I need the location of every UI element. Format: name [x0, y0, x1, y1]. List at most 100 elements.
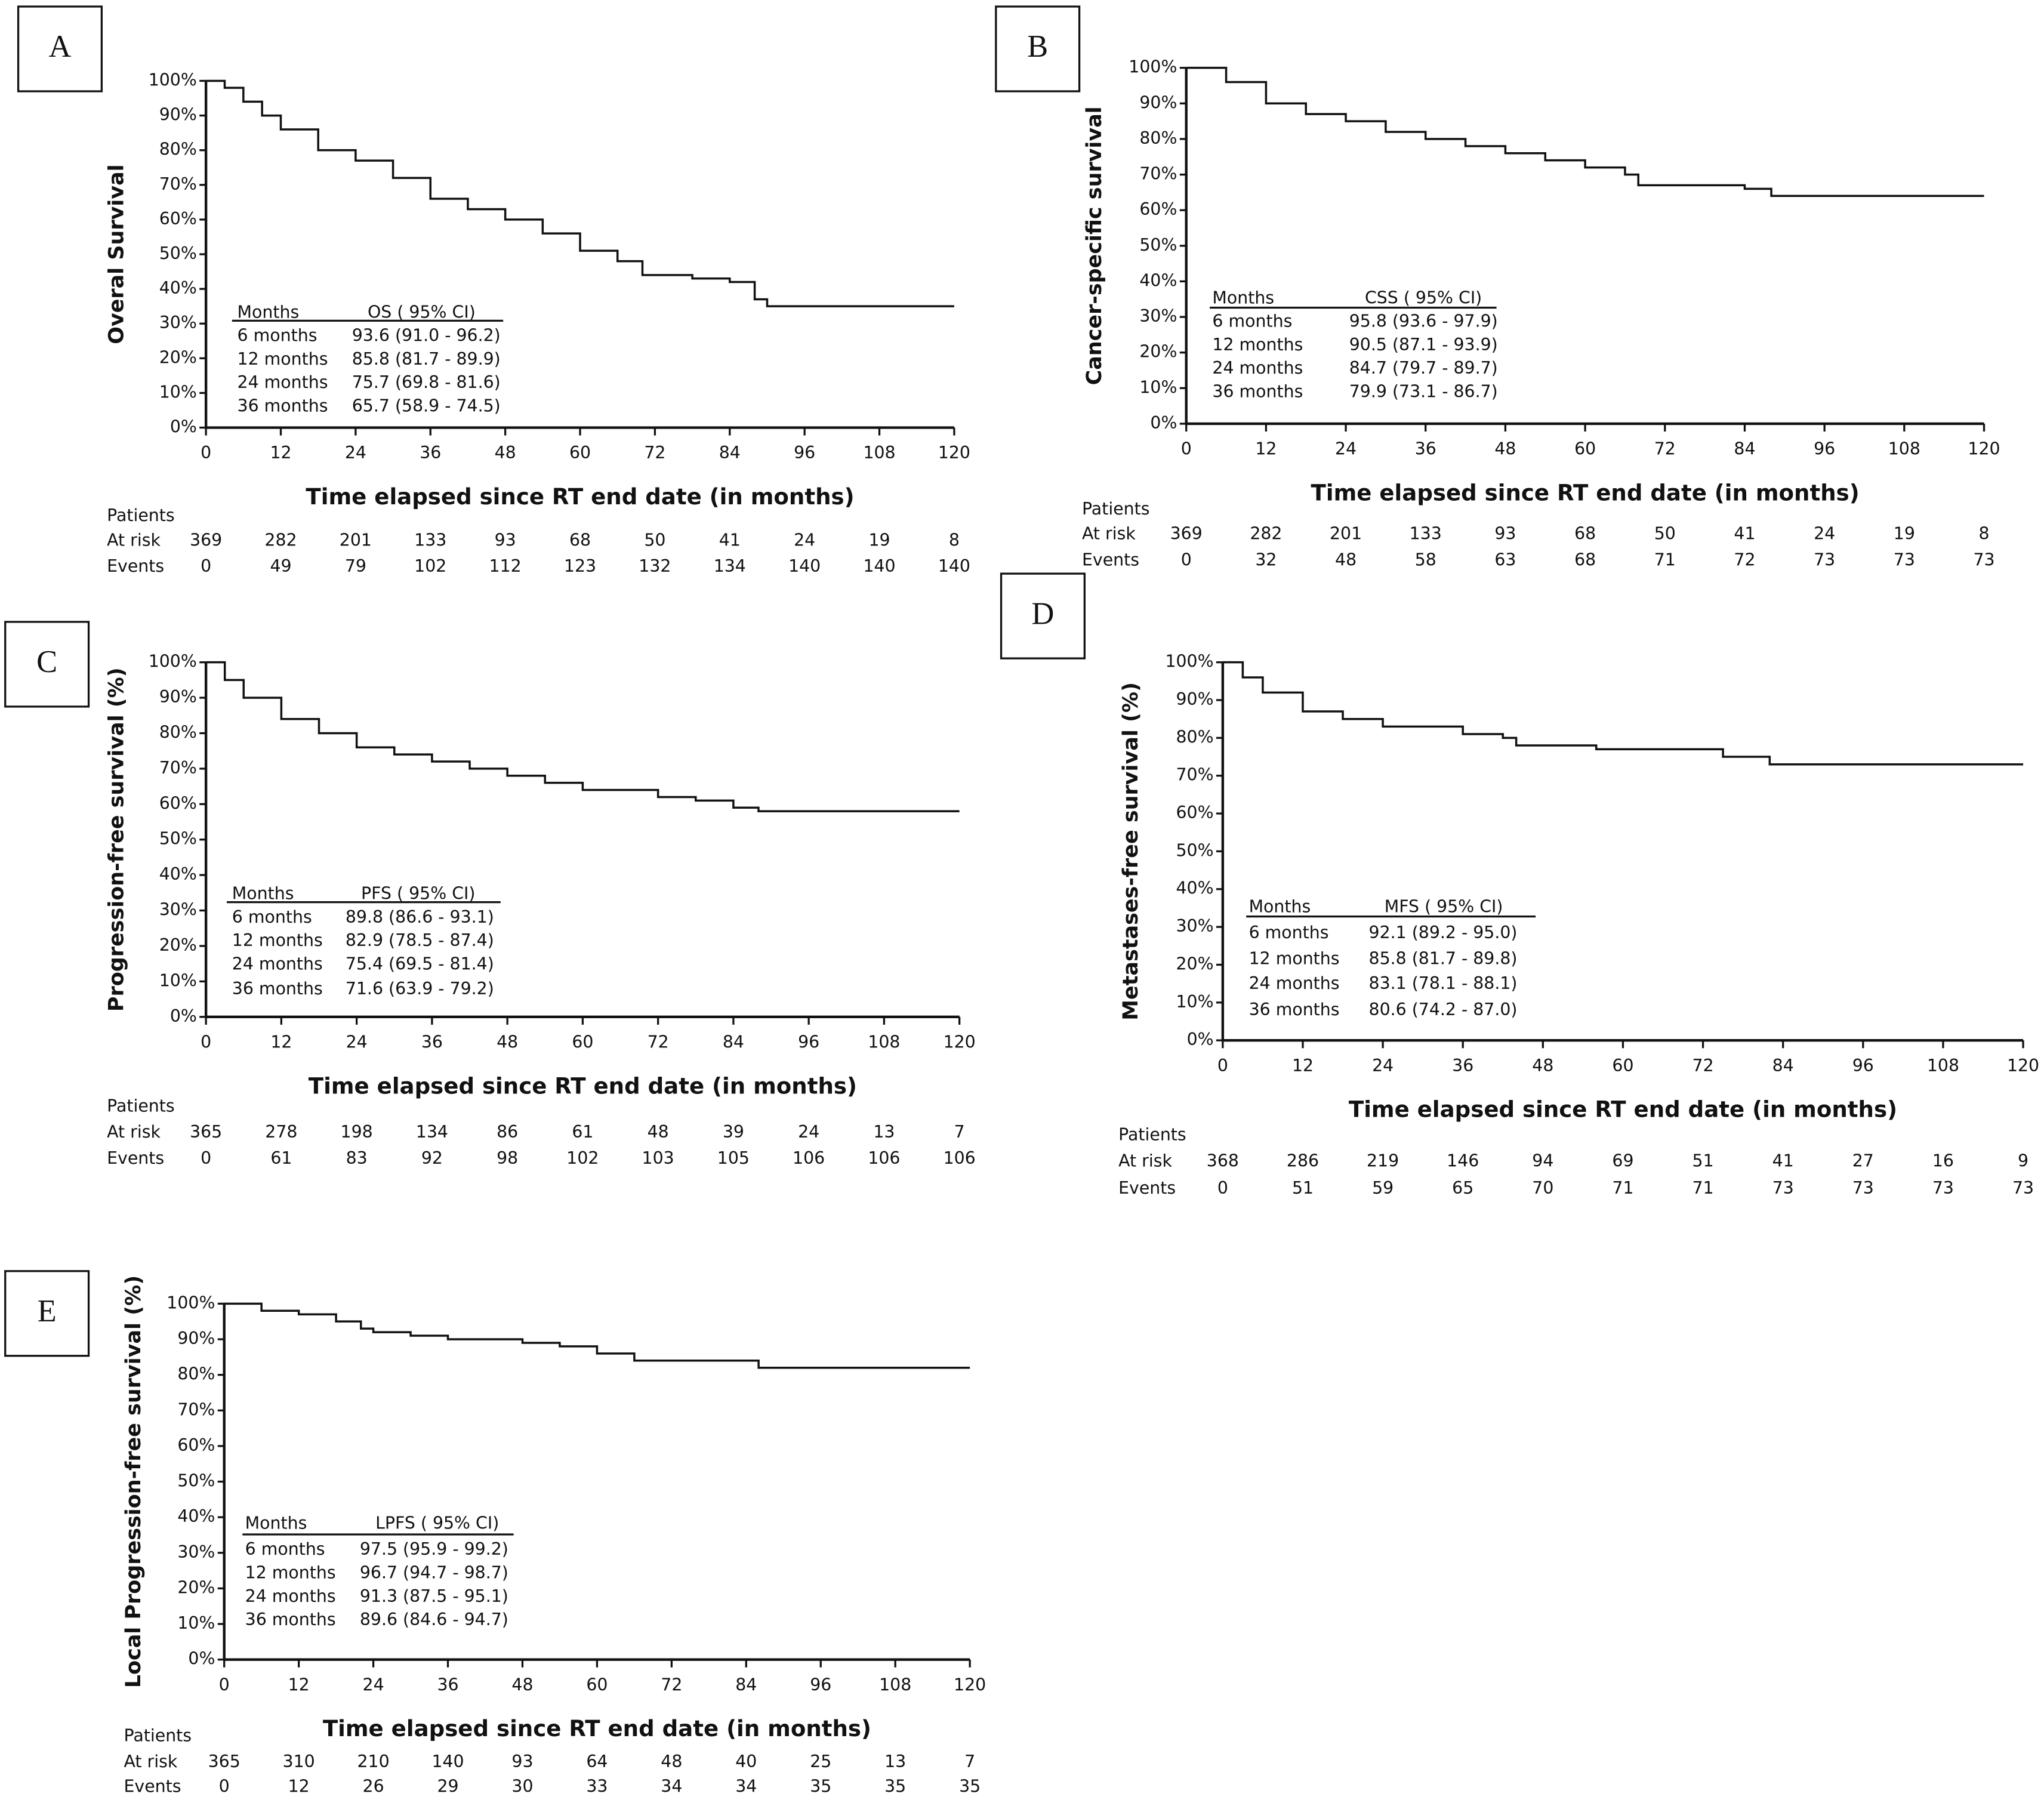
x-tick-label: 96: [794, 443, 815, 463]
summary-value: 85.8 (81.7 - 89.9): [352, 349, 501, 369]
y-axis-label: Overal Survival: [105, 164, 129, 344]
x-tick-label: 120: [954, 1675, 986, 1694]
x-tick-label: 108: [868, 1032, 900, 1052]
risk-value: 278: [265, 1122, 297, 1142]
y-tick-label: 0%: [170, 1006, 197, 1026]
y-tick-label: 0%: [1187, 1030, 1214, 1049]
x-tick-label: 72: [648, 1032, 669, 1052]
risk-value: 102: [414, 556, 446, 576]
x-tick-label: 84: [1772, 1056, 1794, 1075]
y-tick-label: 80%: [177, 1364, 215, 1384]
panel-label: C: [36, 645, 57, 679]
risk-value: 35: [959, 1777, 981, 1796]
risk-value: 369: [1170, 524, 1203, 544]
summary-month: 12 months: [1249, 949, 1340, 969]
x-tick-label: 48: [511, 1675, 533, 1694]
summary-month: 6 months: [1212, 312, 1292, 331]
risk-value: 7: [954, 1122, 965, 1142]
summary-month: 12 months: [245, 1563, 336, 1583]
risk-value: 35: [810, 1777, 831, 1796]
risk-value: 26: [363, 1777, 384, 1796]
risk-value: 16: [1932, 1151, 1954, 1170]
x-tick-label: 96: [798, 1032, 819, 1052]
x-tick-label: 0: [219, 1675, 230, 1694]
risk-value: 24: [794, 531, 815, 550]
risk-value: 92: [421, 1148, 443, 1168]
risk-value: 70: [1532, 1178, 1553, 1198]
risk-value: 71: [1654, 550, 1676, 569]
x-tick-label: 0: [1181, 439, 1192, 459]
risk-value: 140: [863, 556, 895, 576]
y-tick-label: 30%: [1176, 916, 1214, 936]
risk-value: 8: [1978, 524, 1989, 544]
risk-row-label: At risk: [1118, 1151, 1172, 1170]
risk-value: 41: [719, 531, 741, 550]
y-axis-label: Local Progression-free survival (%): [122, 1275, 146, 1688]
risk-value: 105: [717, 1148, 750, 1168]
risk-value: 34: [735, 1777, 757, 1796]
summary-value: 75.4 (69.5 - 81.4): [346, 954, 494, 973]
summary-header: MFS ( 95% CI): [1385, 896, 1503, 916]
risk-value: 65: [1452, 1178, 1473, 1198]
risk-value: 201: [340, 531, 372, 550]
risk-value: 24: [798, 1122, 819, 1142]
risk-value: 140: [431, 1752, 464, 1771]
y-tick-label: 100%: [1165, 652, 1213, 671]
panel-label-box: [17, 5, 103, 93]
risk-value: 32: [1255, 550, 1277, 569]
x-tick-label: 96: [1814, 439, 1835, 459]
y-tick-label: 90%: [1176, 689, 1214, 709]
risk-value: 133: [1410, 524, 1442, 544]
risk-value: 365: [190, 1122, 222, 1142]
x-tick-label: 24: [1335, 439, 1356, 459]
summary-header: Months: [245, 1514, 307, 1533]
x-tick-label: 96: [1852, 1056, 1874, 1075]
survival-curve: [206, 79, 954, 307]
y-tick-label: 90%: [177, 1329, 215, 1348]
x-tick-label: 24: [346, 1032, 368, 1052]
risk-value: 71: [1612, 1178, 1633, 1198]
summary-value: 80.6 (74.2 - 87.0): [1369, 1000, 1518, 1019]
summary-header: Months: [1212, 288, 1274, 307]
risk-value: 72: [1734, 550, 1755, 569]
panel-label: D: [1032, 596, 1055, 631]
y-axis-label: Progression-free survival (%): [105, 667, 129, 1012]
risk-value: 368: [1207, 1151, 1239, 1170]
summary-month: 36 months: [1212, 382, 1303, 402]
risk-value: 73: [1894, 550, 1915, 569]
y-tick-label: 70%: [177, 1400, 215, 1419]
risk-value: 83: [346, 1148, 368, 1168]
x-tick-label: 24: [363, 1675, 384, 1694]
y-tick-label: 60%: [1139, 199, 1177, 219]
y-tick-label: 50%: [1139, 235, 1177, 255]
y-axis-label: Cancer-specific survival: [1083, 106, 1106, 385]
summary-month: 12 months: [232, 930, 323, 950]
x-tick-label: 72: [661, 1675, 682, 1694]
y-tick-label: 70%: [1139, 164, 1177, 184]
x-tick-label: 48: [495, 443, 516, 463]
risk-value: 41: [1734, 524, 1755, 544]
summary-month: 6 months: [245, 1539, 325, 1559]
x-tick-label: 48: [1532, 1056, 1553, 1075]
y-tick-label: 20%: [177, 1577, 215, 1597]
summary-month: 24 months: [245, 1586, 336, 1606]
summary-value: 71.6 (63.9 - 79.2): [346, 979, 494, 998]
risk-value: 7: [964, 1752, 975, 1771]
x-tick-label: 48: [497, 1032, 518, 1052]
risk-title: Patients: [1082, 499, 1150, 519]
x-tick-label: 36: [420, 443, 441, 463]
summary-month: 6 months: [232, 907, 312, 927]
risk-title: Patients: [107, 1096, 175, 1116]
risk-value: 106: [868, 1148, 900, 1168]
risk-value: 68: [1574, 524, 1596, 544]
summary-value: 83.1 (78.1 - 88.1): [1369, 973, 1518, 993]
x-axis-label: Time elapsed since RT end date (in month…: [1349, 1097, 1897, 1123]
y-tick-label: 60%: [1176, 803, 1214, 822]
risk-value: 112: [489, 556, 522, 576]
risk-title: Patients: [124, 1726, 192, 1746]
summary-month: 24 months: [1249, 973, 1340, 993]
summary-value: 89.6 (84.6 - 94.7): [360, 1610, 508, 1629]
panel-label-box: [4, 1270, 90, 1357]
risk-value: 63: [1494, 550, 1516, 569]
y-tick-label: 70%: [1176, 765, 1214, 785]
